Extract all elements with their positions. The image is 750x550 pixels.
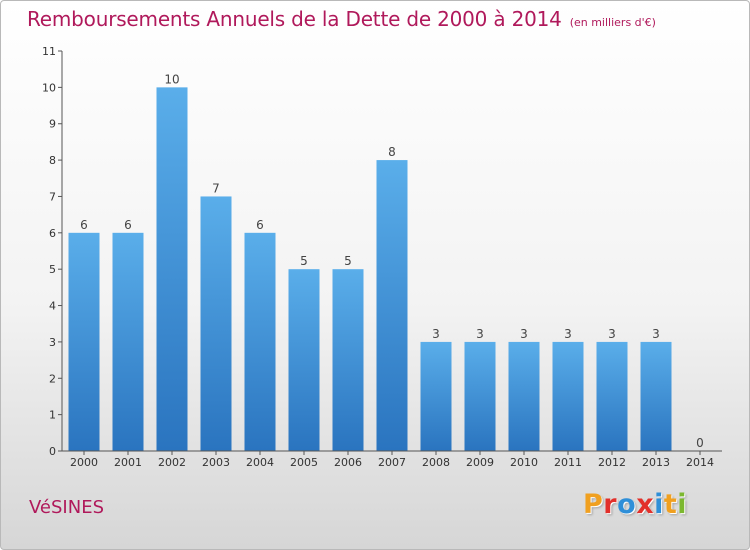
y-tick-label: 3 [49,336,56,349]
y-tick-label: 2 [49,372,56,385]
logo-letter: x [636,489,655,520]
logo-letter: r [603,489,618,520]
data-label-2001: 6 [124,218,132,232]
logo-letter: t [663,489,678,520]
bar-2006 [332,269,364,451]
data-label-2006: 5 [344,254,352,268]
bar-2007 [376,160,408,451]
commune-name: VéSINES [29,497,104,518]
data-label-2003: 7 [212,181,220,195]
logo-letter: i [654,489,664,520]
data-label-2000: 6 [80,218,88,232]
bar-2005 [288,269,320,451]
chart-title: Remboursements Annuels de la Dette de 20… [27,7,562,31]
data-labels-group: 6 6 10 7 6 5 5 8 3 3 3 3 3 3 0 [80,72,704,450]
x-tick-label-2002: 2002 [158,456,186,469]
bar-2008 [420,341,452,451]
axes-group: 0 1 2 3 4 5 6 7 8 9 10 11 2000 2001 2002 2003 2004 2005 20… [42,45,722,469]
x-tick-label-2014: 2014 [686,456,714,469]
y-tick-label: 4 [49,300,56,313]
chart-subtitle: (en milliers d'€) [569,16,656,29]
x-tick-label-2007: 2007 [378,456,406,469]
data-label-2007: 8 [388,145,396,159]
data-label-2004: 6 [256,218,264,232]
data-label-2009: 3 [476,327,484,341]
y-tick-label: 0 [49,445,56,458]
data-label-2011: 3 [564,327,572,341]
y-tick-label: 8 [49,154,56,167]
x-tick-label-2001: 2001 [114,456,142,469]
bar-2010 [508,341,540,451]
x-tick-label-2012: 2012 [598,456,626,469]
bar-2000 [68,232,100,451]
logo-letter: o [617,489,637,520]
bar-2002 [156,87,188,451]
data-label-2010: 3 [520,327,528,341]
y-tick-label: 6 [49,227,56,240]
x-tick-label-2013: 2013 [642,456,670,469]
y-tick-label: 11 [42,45,56,58]
logo-letter: P [583,489,604,520]
data-label-2014: 0 [696,436,704,450]
x-tick-label-2009: 2009 [466,456,494,469]
bar-2009 [464,341,496,451]
bars-group [68,87,672,451]
data-label-2008: 3 [432,327,440,341]
proxiti-logo: Proxiti [583,489,687,520]
bar-2013 [640,341,672,451]
data-label-2012: 3 [608,327,616,341]
x-tick-label-2004: 2004 [246,456,274,469]
x-tick-label-2008: 2008 [422,456,450,469]
bar-2011 [552,341,584,451]
y-tick-label: 1 [49,409,56,422]
data-label-2013: 3 [652,327,660,341]
bar-2012 [596,341,628,451]
x-tick-label-2006: 2006 [334,456,362,469]
x-tick-label-2010: 2010 [510,456,538,469]
x-tick-label-2003: 2003 [202,456,230,469]
x-tick-label-2000: 2000 [70,456,98,469]
y-tick-label: 10 [42,81,56,94]
x-tick-label-2011: 2011 [554,456,582,469]
x-tick-label-2005: 2005 [290,456,318,469]
bar-2004 [244,232,276,451]
y-tick-label: 7 [49,190,56,203]
y-tick-label: 5 [49,263,56,276]
title-block: Remboursements Annuels de la Dette de 20… [27,7,656,31]
bar-2001 [112,232,144,451]
bar-2003 [200,196,232,451]
y-tick-label: 9 [49,118,56,131]
data-label-2005: 5 [300,254,308,268]
logo-letter: i [677,489,688,520]
data-label-2002: 10 [164,72,179,86]
